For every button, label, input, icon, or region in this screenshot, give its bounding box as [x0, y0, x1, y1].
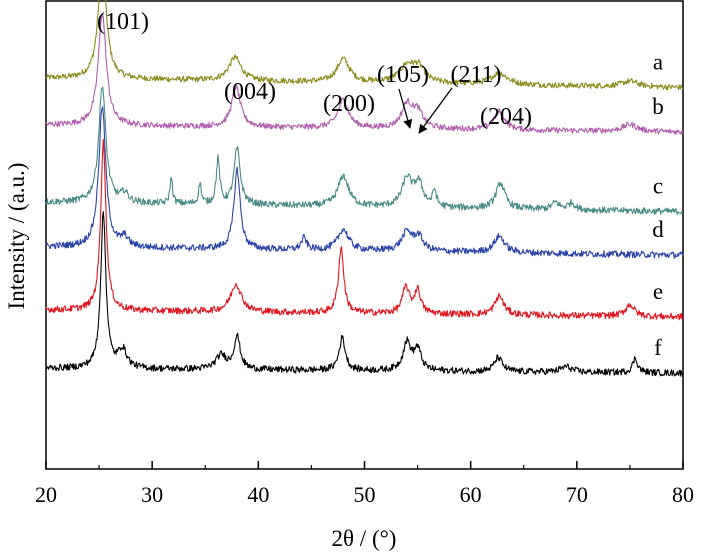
peak-label: (200) — [323, 91, 375, 117]
series-label-d: d — [652, 217, 664, 242]
x-axis-title: 2θ / (°) — [332, 526, 397, 551]
series-label-b: b — [652, 94, 664, 119]
y-axis-title: Intensity / (a.u.) — [4, 163, 29, 310]
peak-label: (211) — [450, 62, 501, 88]
x-tick-label: 80 — [672, 482, 694, 507]
x-tick-label: 50 — [354, 482, 376, 507]
series-line-b — [45, 13, 684, 135]
arrow-105 — [398, 88, 413, 129]
plot-frame — [45, 0, 684, 470]
peak-label: (004) — [224, 79, 276, 105]
x-tick-label: 60 — [460, 482, 482, 507]
peak-label: (101) — [97, 9, 149, 35]
series-line-c — [45, 86, 684, 216]
series-line-e — [45, 138, 684, 321]
series-labels: ab cd e f — [652, 50, 664, 360]
arrow-211 — [418, 87, 453, 134]
series-label-c: c — [653, 174, 663, 199]
series-line-d — [45, 106, 684, 259]
peak-annotations: (101) (004) (200)(105) (211) (204) — [97, 9, 532, 134]
peak-label: (204) — [480, 104, 532, 130]
x-axis-ticks: 20 30 40 50 60 70 80 — [35, 461, 694, 507]
series-line-a — [45, 0, 684, 91]
series-label-a: a — [653, 50, 663, 75]
x-tick-label: 20 — [35, 482, 57, 507]
x-tick-label: 70 — [566, 482, 588, 507]
peak-label: (105) — [377, 62, 429, 88]
series-line-f — [45, 211, 684, 377]
series-label-f: f — [654, 335, 662, 360]
series-label-e: e — [653, 279, 663, 304]
x-tick-label: 40 — [247, 482, 269, 507]
x-tick-label: 30 — [141, 482, 163, 507]
series-layer — [45, 0, 684, 377]
